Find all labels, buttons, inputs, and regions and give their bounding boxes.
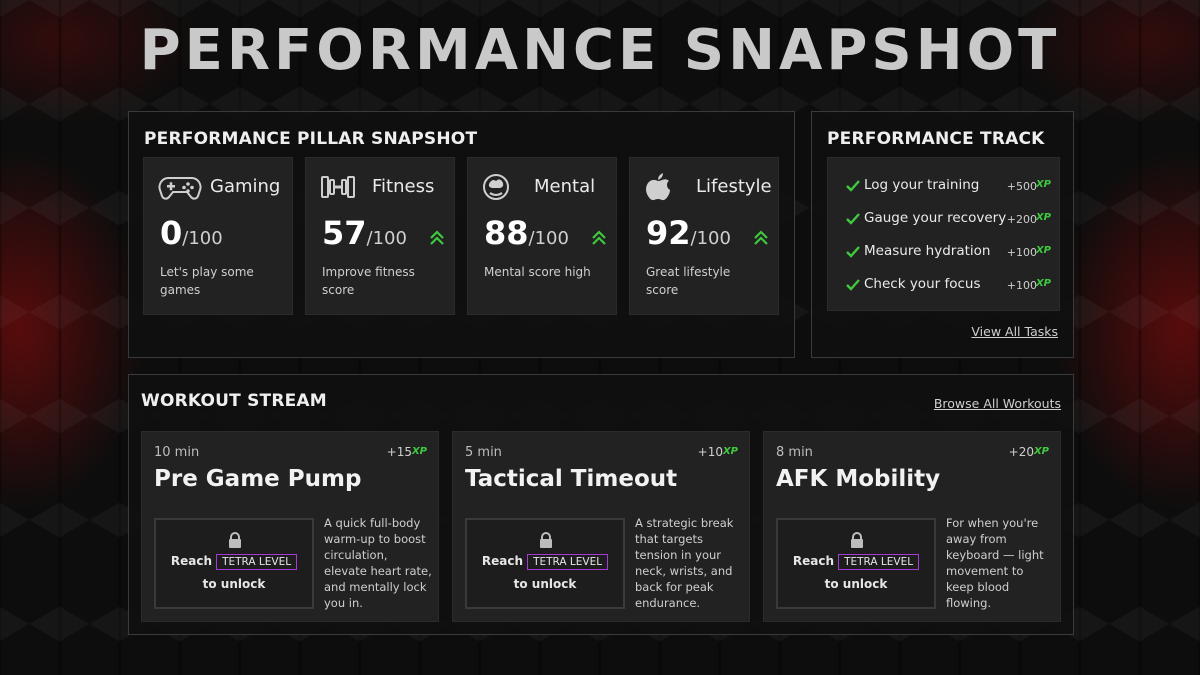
workout-description: For when you're away from keyboard — lig…: [946, 516, 1044, 610]
checkmark-icon: [846, 213, 860, 225]
pillar-name: Gaming: [210, 176, 281, 197]
task-item[interactable]: Measure hydration +100 XP: [846, 243, 1051, 263]
xp-icon: XP: [1033, 446, 1049, 457]
workout-duration: 8 min: [776, 445, 813, 460]
pillar-score: 88/100: [484, 214, 569, 252]
pillar-card-fitness[interactable]: Fitness 57/100 Improve fitness score: [305, 157, 455, 315]
workout-title: Tactical Timeout: [465, 466, 678, 492]
pillar-card-mental[interactable]: Mental 88/100 Mental score high: [467, 157, 617, 315]
tetra-level-badge: TETRA LEVEL: [838, 554, 920, 570]
pillar-card-lifestyle[interactable]: Lifestyle 92/100 Great lifestyle score: [629, 157, 779, 315]
task-xp: +500: [1006, 180, 1037, 193]
lock-icon: [851, 532, 863, 548]
browse-all-workouts-link[interactable]: Browse All Workouts: [933, 396, 1061, 411]
task-xp: +100: [1006, 246, 1037, 259]
pillar-description: Let's play some games: [160, 265, 254, 297]
workout-xp: +20: [1008, 445, 1034, 459]
locked-preview: Reach TETRA LEVEL to unlock: [154, 518, 314, 609]
trend-up-icon: [754, 230, 768, 245]
checkmark-icon: [846, 180, 860, 192]
tetra-level-badge: TETRA LEVEL: [216, 554, 298, 570]
unlock-requirement: Reach TETRA LEVEL: [156, 554, 312, 570]
pillar-name: Fitness: [372, 176, 435, 197]
workout-duration: 5 min: [465, 445, 502, 460]
task-xp: +100: [1006, 279, 1037, 292]
task-label: Gauge your recovery: [864, 210, 1007, 226]
pillar-snapshot-panel: PERFORMANCE PILLAR SNAPSHOT Gaming 0/100…: [128, 111, 795, 358]
unlock-requirement: Reach TETRA LEVEL: [467, 554, 623, 570]
pillar-score: 92/100: [646, 214, 731, 252]
trend-up-icon: [592, 230, 606, 245]
track-panel-title: PERFORMANCE TRACK: [827, 129, 1045, 149]
brain-head-icon: [483, 174, 509, 200]
unlock-text: to unlock: [513, 577, 577, 591]
checkmark-icon: [846, 279, 860, 291]
pillar-name: Lifestyle: [696, 176, 772, 197]
task-item[interactable]: Check your focus +100 XP: [846, 276, 1051, 296]
task-xp: +200: [1006, 213, 1037, 226]
lock-icon: [540, 532, 552, 548]
tetra-level-badge: TETRA LEVEL: [527, 554, 609, 570]
pillar-card-gaming[interactable]: Gaming 0/100 Let's play some games: [143, 157, 293, 315]
pillar-panel-title: PERFORMANCE PILLAR SNAPSHOT: [144, 129, 478, 149]
workout-panel-title: WORKOUT STREAM: [141, 391, 327, 411]
pillar-description: Mental score high: [484, 265, 591, 279]
pillar-description: Great lifestyle score: [646, 265, 731, 297]
locked-preview: Reach TETRA LEVEL to unlock: [776, 518, 936, 609]
workout-card[interactable]: 5 min +10 XP Tactical Timeout Reach TETRA…: [452, 431, 750, 622]
task-label: Check your focus: [864, 276, 981, 292]
workout-xp: +10: [697, 445, 723, 459]
lock-icon: [229, 532, 241, 548]
apple-icon: [646, 173, 670, 201]
checkmark-icon: [846, 246, 860, 258]
trend-up-icon: [430, 230, 444, 245]
view-all-tasks-link[interactable]: View All Tasks: [971, 324, 1058, 339]
xp-icon: XP: [411, 446, 427, 457]
workout-card[interactable]: 10 min +15 XP Pre Game Pump Reach TETRA L…: [141, 431, 439, 622]
gamepad-icon: [158, 177, 202, 200]
dumbbell-icon: [321, 176, 355, 198]
workout-description: A strategic break that targets tension i…: [635, 516, 734, 610]
pillar-score: 57/100: [322, 214, 407, 252]
workout-title: Pre Game Pump: [154, 466, 362, 492]
xp-icon: XP: [722, 446, 738, 457]
unlock-requirement: Reach TETRA LEVEL: [778, 554, 934, 570]
workout-card[interactable]: 8 min +20 XP AFK Mobility Reach TETRA LEV…: [763, 431, 1061, 622]
xp-icon: XP: [1035, 212, 1051, 223]
task-label: Log your training: [864, 177, 980, 193]
performance-track-panel: PERFORMANCE TRACK Log your training +500…: [811, 111, 1074, 358]
xp-icon: XP: [1035, 179, 1051, 190]
pillar-score: 0/100: [160, 214, 223, 252]
workout-stream-panel: WORKOUT STREAM Browse All Workouts 10 mi…: [128, 374, 1074, 635]
unlock-text: to unlock: [202, 577, 266, 591]
workout-xp: +15: [386, 445, 412, 459]
task-item[interactable]: Gauge your recovery +200 XP: [846, 210, 1051, 230]
task-list: Log your training +500 XP Gauge your rec…: [827, 157, 1060, 311]
page-title: PERFORMANCE SNAPSHOT: [139, 18, 1061, 83]
xp-icon: XP: [1035, 278, 1051, 289]
task-label: Measure hydration: [864, 243, 991, 259]
workout-duration: 10 min: [154, 445, 200, 460]
workout-description: A quick full-body warm-up to boost circu…: [324, 516, 432, 610]
unlock-text: to unlock: [824, 577, 888, 591]
pillar-name: Mental: [534, 176, 596, 197]
xp-icon: XP: [1035, 245, 1051, 256]
workout-title: AFK Mobility: [776, 466, 941, 492]
locked-preview: Reach TETRA LEVEL to unlock: [465, 518, 625, 609]
pillar-description: Improve fitness score: [322, 265, 415, 297]
task-item[interactable]: Log your training +500 XP: [846, 177, 1051, 197]
